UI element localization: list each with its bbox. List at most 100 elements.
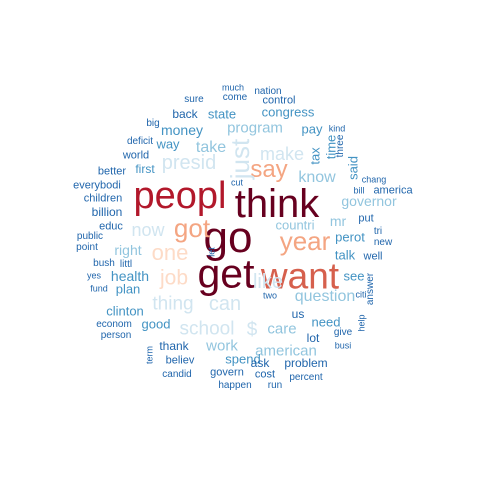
cloud-word-can: can [208, 293, 242, 315]
cloud-word-answer: answer [365, 272, 376, 306]
cloud-word-candid: candid [162, 369, 192, 380]
cloud-word-cut: cut [230, 177, 244, 188]
cloud-word-us: us [291, 307, 305, 321]
cloud-word-dollar: $ [246, 319, 258, 341]
cloud-word-said: said [345, 156, 361, 180]
cloud-word-two: two [262, 290, 278, 301]
cloud-word-econom: econom [96, 319, 132, 330]
cloud-word-state: state [207, 106, 237, 122]
cloud-word-congress: congress [261, 104, 315, 120]
cloud-word-person: person [100, 330, 132, 341]
cloud-word-program: program [227, 119, 283, 137]
cloud-word-work: work [206, 337, 238, 355]
cloud-word-come: come [222, 92, 248, 103]
cloud-word-mr: mr [329, 213, 347, 229]
cloud-word-govern: govern [210, 366, 244, 379]
cloud-word-put: put [358, 212, 374, 225]
cloud-word-fund: fund [90, 283, 108, 294]
cloud-word-busi: busi [334, 340, 352, 351]
cloud-word-get: get [197, 250, 255, 297]
cloud-word-health: health [110, 268, 150, 284]
cloud-word-kind: kind [328, 123, 346, 134]
cloud-word-talk: talk [334, 247, 356, 263]
cloud-word-right: right [114, 242, 142, 258]
cloud-word-bush: bush [93, 258, 115, 269]
cloud-word-public: public [76, 231, 104, 242]
cloud-word-much: much [221, 82, 245, 93]
cloud-word-think: think [234, 182, 320, 226]
cloud-word-want: want [260, 255, 340, 297]
cloud-word-countri: countri [275, 217, 315, 233]
cloud-word-point: point [76, 242, 98, 253]
cloud-word-just: just [225, 138, 255, 180]
cloud-word-sure: sure [184, 94, 204, 105]
cloud-word-percent: percent [289, 372, 323, 383]
cloud-word-chang: chang [361, 174, 387, 185]
cloud-word-spend: spend [225, 351, 261, 367]
cloud-word-world: world [122, 149, 150, 162]
cloud-word-billion: billion [91, 205, 123, 219]
cloud-word-question: question [294, 288, 356, 305]
cloud-word-money: money [160, 122, 204, 138]
cloud-word-citi: citi [355, 289, 367, 300]
cloud-word-one: one [151, 240, 189, 265]
cloud-word-america: america [373, 184, 413, 197]
cloud-word-go: go [203, 213, 253, 262]
cloud-word-see: see [343, 268, 365, 284]
cloud-word-make: make [259, 144, 305, 164]
cloud-word-job: job [159, 266, 189, 290]
cloud-word-back: back [172, 107, 198, 121]
cloud-word-american: american [255, 342, 317, 360]
cloud-word-run: run [267, 380, 283, 391]
cloud-word-believ: believ [165, 354, 195, 367]
cloud-word-everybodi: everybodi [73, 179, 121, 192]
cloud-word-let: let [206, 247, 217, 257]
cloud-word-year: year [279, 226, 331, 256]
cloud-word-littl: littl [119, 259, 133, 270]
cloud-word-know: know [298, 169, 336, 186]
cloud-word-cost: cost [254, 368, 276, 381]
cloud-word-children: children [83, 192, 123, 205]
cloud-word-like: like [252, 271, 284, 293]
cloud-word-care: care [267, 320, 297, 338]
cloud-word-bill: bill [353, 185, 365, 196]
cloud-word-lot: lot [306, 331, 320, 345]
cloud-word-nation: nation [254, 86, 282, 97]
cloud-word-three: three [335, 134, 346, 158]
cloud-word-educ: educ [99, 220, 123, 233]
cloud-word-school: school [179, 318, 235, 340]
cloud-word-say: say [250, 156, 288, 183]
cloud-word-presid: presid [161, 152, 217, 174]
cloud-word-plan: plan [115, 281, 141, 297]
cloud-word-new: new [373, 237, 393, 248]
cloud-word-big: big [146, 118, 160, 129]
cloud-word-tax: tax [307, 147, 323, 165]
cloud-word-better: better [97, 165, 127, 178]
cloud-word-thank: thank [159, 339, 189, 353]
cloud-word-now: now [131, 220, 165, 240]
cloud-word-give: give [333, 327, 353, 338]
cloud-word-take: take [195, 139, 227, 156]
cloud-word-way: way [156, 136, 180, 152]
cloud-word-thing: thing [152, 293, 194, 315]
cloud-word-ask: ask [250, 356, 270, 370]
cloud-word-term: term [144, 346, 155, 364]
cloud-word-need: need [311, 314, 341, 330]
cloud-word-control: control [262, 94, 296, 107]
cloud-word-clinton: clinton [106, 303, 144, 319]
cloud-word-happen: happen [218, 380, 252, 391]
cloud-word-help: help [356, 314, 367, 332]
cloud-word-tri: tri [373, 226, 383, 237]
cloud-word-pay: pay [301, 121, 323, 137]
cloud-word-well: well [363, 250, 383, 263]
cloud-word-governor: governor [341, 193, 397, 209]
cloud-word-first: first [135, 162, 155, 176]
cloud-word-perot: perot [335, 229, 365, 245]
cloud-word-yes: yes [86, 270, 102, 281]
cloud-word-peopl: peopl [133, 175, 227, 217]
cloud-word-good: good [141, 316, 171, 332]
cloud-word-problem: problem [284, 356, 328, 370]
cloud-word-deficit: deficit [126, 136, 154, 147]
cloud-word-got: got [173, 213, 211, 243]
